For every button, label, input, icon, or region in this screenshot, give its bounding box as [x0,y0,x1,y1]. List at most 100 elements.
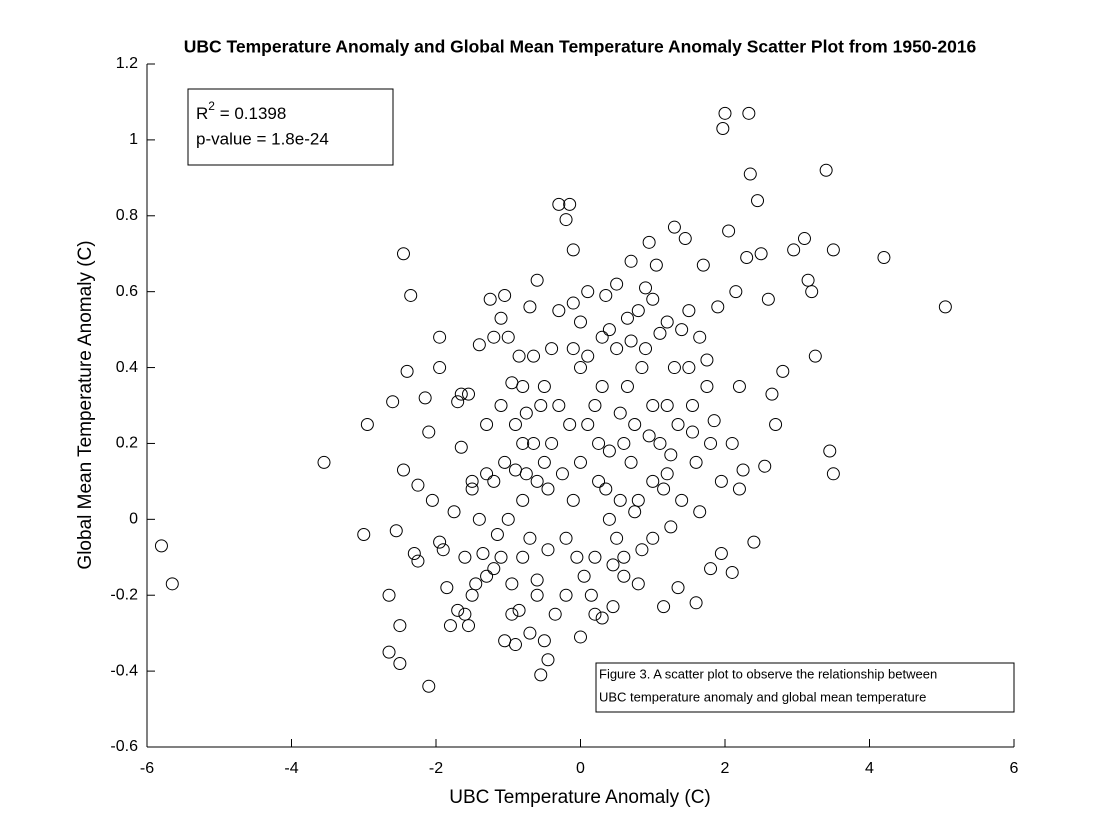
point [646,292,660,306]
point [165,577,179,591]
point [747,535,761,549]
point [657,482,671,496]
point [938,300,952,314]
point [628,417,642,431]
point [617,569,631,583]
x-tick-label: 6 [1010,760,1019,777]
point [613,406,627,420]
point [714,546,728,560]
plot-area: -6 -4 -2 0 2 4 6 -0.6 -0.4 -0.2 0 0.2 0.4 0.6 0.8 1 1.2 [110,55,1018,777]
point [458,550,472,564]
point [693,330,707,344]
point [624,254,638,268]
point [642,429,656,443]
x-tick-label: -2 [429,760,443,777]
point [566,296,580,310]
point [505,607,519,621]
point [574,630,587,644]
point [667,361,681,375]
point [555,467,569,481]
point [548,607,562,621]
point [877,251,891,265]
point [530,474,544,488]
point [740,251,754,265]
point [725,565,739,579]
point [530,573,544,587]
point [707,414,721,428]
point [574,455,587,469]
point [682,361,696,375]
point [631,304,645,318]
point [689,455,703,469]
point [505,577,519,591]
point [527,349,541,363]
point [646,399,660,412]
point [599,288,613,302]
point [552,197,566,211]
point [545,342,559,356]
point [595,380,609,394]
point [566,342,580,356]
point [537,634,551,648]
point [595,330,609,344]
point [595,611,609,625]
point [534,668,548,682]
point [761,292,775,306]
chart-title: UBC Temperature Anomaly and Global Mean … [184,37,977,57]
point [443,619,457,633]
point [574,361,587,375]
point [826,467,840,481]
point [494,399,508,412]
point [454,440,468,454]
point [563,417,577,431]
point [649,258,663,272]
point [685,425,699,439]
point [512,603,526,617]
point [584,588,598,602]
point [588,607,602,621]
point [628,505,642,519]
point [716,122,730,136]
point [508,638,522,652]
point [725,436,739,450]
point [487,474,501,488]
point [433,330,447,344]
point [360,417,374,431]
point [566,493,580,507]
point [494,550,508,564]
point [617,436,631,450]
y-tick-label: -0.4 [110,662,138,679]
point [498,455,512,469]
point [602,323,616,337]
point [534,399,548,412]
point [675,493,689,507]
point [617,550,631,564]
point [675,323,689,337]
point [743,167,757,181]
point [480,417,494,431]
point [610,342,624,356]
point [400,364,414,378]
point [425,493,439,507]
point [357,528,371,542]
point [787,243,801,257]
point [418,391,432,405]
point [624,455,638,469]
point [396,247,410,261]
point [545,436,559,450]
point [559,588,573,602]
point [440,581,454,595]
point [487,562,501,576]
point [819,163,833,177]
point [537,380,551,394]
point [769,417,783,431]
point [505,376,519,390]
point [454,387,468,401]
point [765,387,779,401]
point [754,247,768,261]
point [664,520,678,534]
point [574,315,587,329]
point [729,285,743,299]
point [559,531,573,545]
point [451,603,465,617]
